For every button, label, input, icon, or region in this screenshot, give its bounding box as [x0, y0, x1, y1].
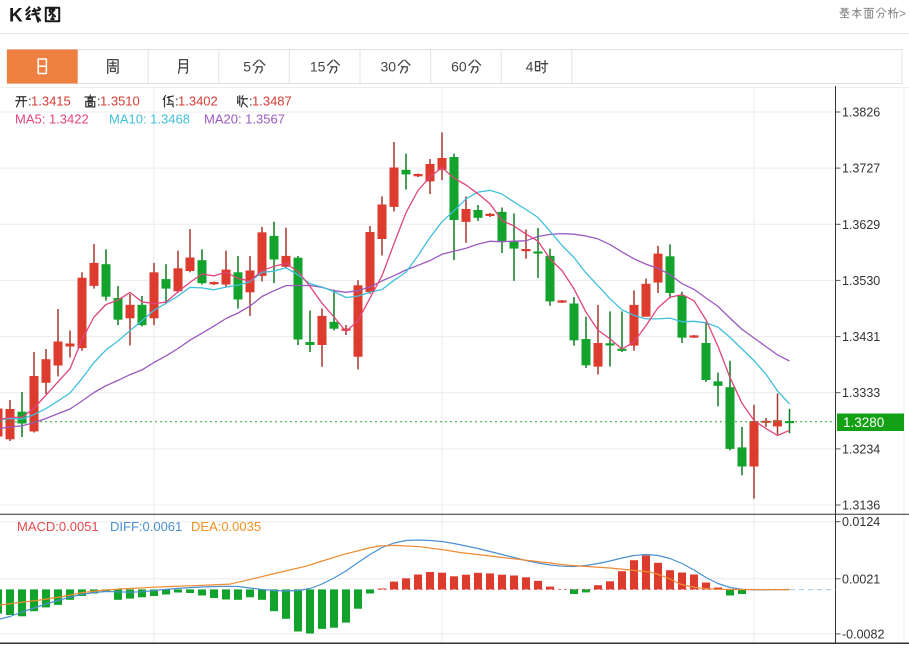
svg-text:DIFF:0.0061: DIFF:0.0061	[110, 519, 182, 534]
svg-text:1.3415: 1.3415	[31, 94, 71, 109]
svg-text:MA10: 1.3468: MA10: 1.3468	[109, 112, 190, 127]
svg-text:4: 4	[526, 59, 534, 75]
svg-text::: :	[28, 94, 32, 109]
svg-text:-0.0082: -0.0082	[842, 627, 884, 641]
svg-text:0.0124: 0.0124	[842, 515, 880, 529]
svg-text:MA5: 1.3422: MA5: 1.3422	[15, 112, 89, 127]
svg-text:1.3280: 1.3280	[843, 415, 884, 430]
svg-text:0.0021: 0.0021	[842, 572, 880, 586]
svg-text:1.3234: 1.3234	[842, 442, 880, 456]
svg-text:1.3333: 1.3333	[842, 386, 880, 400]
svg-text:5: 5	[243, 59, 251, 75]
svg-text:1.3136: 1.3136	[842, 499, 880, 513]
svg-text:1.3487: 1.3487	[252, 94, 292, 109]
svg-text:30: 30	[381, 59, 397, 75]
svg-text:1.3431: 1.3431	[842, 330, 880, 344]
svg-text:1.3826: 1.3826	[842, 106, 880, 120]
svg-text:1.3629: 1.3629	[842, 218, 880, 232]
svg-text:1.3402: 1.3402	[178, 94, 218, 109]
svg-text::: :	[97, 94, 101, 109]
svg-text:1.3727: 1.3727	[842, 162, 880, 176]
svg-text:1.3530: 1.3530	[842, 274, 880, 288]
svg-text:K: K	[9, 6, 23, 27]
svg-text:60: 60	[451, 59, 467, 75]
svg-text:>: >	[899, 7, 906, 21]
svg-text:1.3510: 1.3510	[100, 94, 140, 109]
svg-text:15: 15	[310, 59, 326, 75]
svg-text:MACD:0.0051: MACD:0.0051	[17, 519, 99, 534]
svg-text:DEA:0.0035: DEA:0.0035	[191, 519, 261, 534]
svg-text::: :	[175, 94, 179, 109]
svg-text::: :	[249, 94, 253, 109]
svg-text:MA20: 1.3567: MA20: 1.3567	[204, 112, 285, 127]
